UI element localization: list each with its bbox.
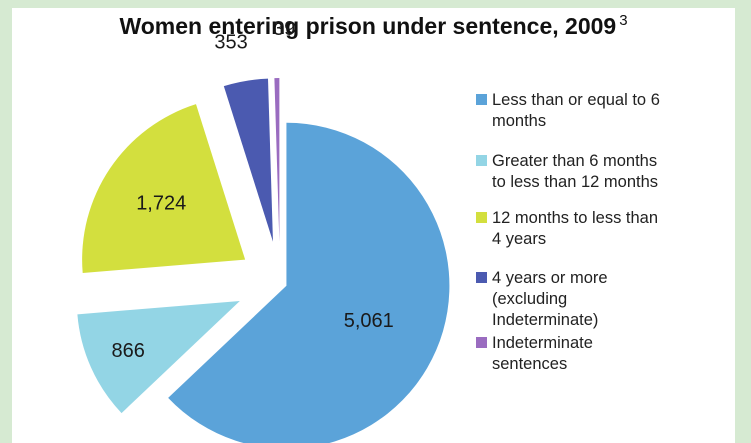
chart-panel: Women entering prison under sentence, 20… <box>12 8 735 443</box>
legend-swatch <box>476 94 487 105</box>
pie-slice <box>82 104 246 273</box>
legend-label: Less than or equal to 6 <box>492 91 660 109</box>
pie-slice <box>223 78 273 242</box>
pie-slice <box>77 300 240 414</box>
slice-value-label: 5,061 <box>344 310 394 332</box>
legend-item: 12 months to less than 4 years <box>476 208 721 250</box>
legend-label: Indeterminate <box>492 334 593 352</box>
legend-label: sentences <box>492 355 568 373</box>
legend-item: 4 years or more (excluding Indeterminate) <box>476 268 721 331</box>
slice-value-label: 866 <box>112 340 145 362</box>
title-footnote-marker: 3 <box>619 12 628 29</box>
slice-value-label: 39 <box>273 18 295 40</box>
chart-legend: Less than or equal to 6 months Greater tha… <box>476 90 721 375</box>
legend-swatch <box>476 337 487 348</box>
legend-label: 4 years <box>492 230 547 248</box>
legend-item: Indeterminate sentences <box>476 333 721 375</box>
legend-item: Less than or equal to 6 months <box>476 90 721 132</box>
legend-swatch <box>476 272 487 283</box>
legend-label: months <box>492 112 547 130</box>
pie-chart: 5,061 866 1,724 353 39 <box>77 18 450 443</box>
legend-label: 12 months to less than <box>492 209 659 227</box>
legend-swatch <box>476 212 487 223</box>
legend-label: (excluding <box>492 290 568 308</box>
slice-value-label: 353 <box>214 31 247 53</box>
pie-slice <box>274 78 280 242</box>
legend-label: Indeterminate) <box>492 311 599 329</box>
legend-label: 4 years or more <box>492 269 608 287</box>
legend-swatch <box>476 155 487 166</box>
slice-value-label: 1,724 <box>136 192 186 214</box>
legend-item: Greater than 6 months to less than 12 mon… <box>476 151 721 193</box>
chart-title: Women entering prison under sentence, 20… <box>12 12 735 40</box>
legend-label: Greater than 6 months <box>492 152 658 170</box>
legend-label: to less than 12 months <box>492 173 659 191</box>
chart-title-text: Women entering prison under sentence, 20… <box>119 13 617 39</box>
pie-slice <box>168 122 450 443</box>
